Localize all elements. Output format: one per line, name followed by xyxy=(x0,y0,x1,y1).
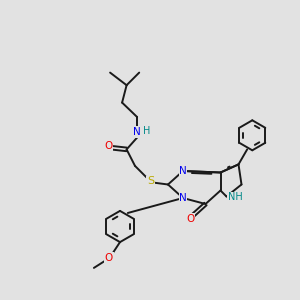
Text: N: N xyxy=(179,166,187,176)
Text: N: N xyxy=(179,193,187,203)
Text: S: S xyxy=(147,176,154,187)
Text: O: O xyxy=(104,141,113,152)
Text: H: H xyxy=(143,126,150,136)
Text: N: N xyxy=(133,127,140,137)
Text: NH: NH xyxy=(227,192,242,203)
Text: O: O xyxy=(105,253,113,263)
Text: O: O xyxy=(186,214,195,224)
